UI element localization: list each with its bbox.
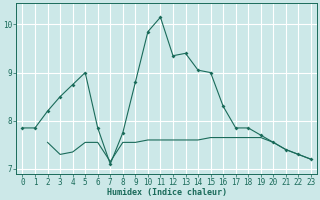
- X-axis label: Humidex (Indice chaleur): Humidex (Indice chaleur): [107, 188, 227, 197]
